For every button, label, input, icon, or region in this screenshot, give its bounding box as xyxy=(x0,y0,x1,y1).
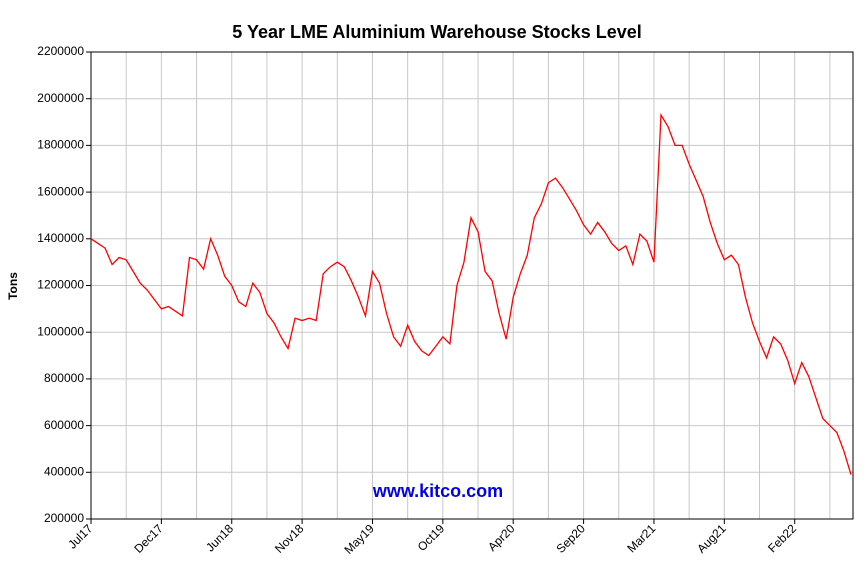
y-tick-label: 1600000 xyxy=(37,184,84,198)
y-tick-label: 600000 xyxy=(44,418,84,432)
plot-border xyxy=(90,51,854,520)
y-axis-label: Tons xyxy=(6,272,20,300)
y-tick-label: 1200000 xyxy=(37,278,84,292)
y-tick-label: 2000000 xyxy=(37,91,84,105)
y-tick-label: 400000 xyxy=(44,464,84,478)
y-tick-label: 2200000 xyxy=(37,44,84,58)
line xyxy=(90,112,852,475)
y-tick-label: 1000000 xyxy=(37,324,84,338)
chart-title: 5 Year LME Aluminium Warehouse Stocks Le… xyxy=(232,22,641,42)
y-tick-label: 1400000 xyxy=(37,231,84,245)
y-tick-label: 1800000 xyxy=(37,138,84,152)
y-tick-label: 200000 xyxy=(44,511,84,525)
y-tick-label: 800000 xyxy=(44,371,84,385)
watermark: www.kitco.com xyxy=(372,481,503,501)
